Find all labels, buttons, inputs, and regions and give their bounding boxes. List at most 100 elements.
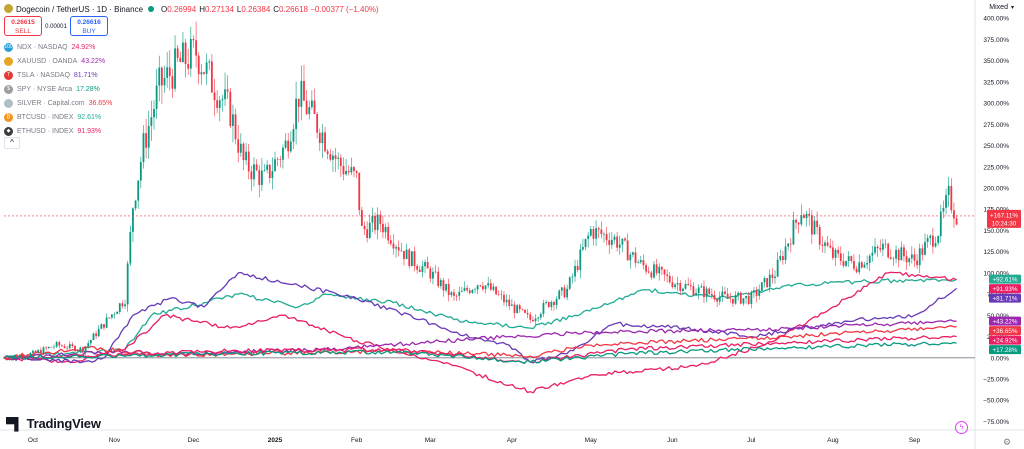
tradingview-logo[interactable]: ▀▌ TradingView — [6, 416, 101, 431]
x-tick-label: Aug — [827, 437, 839, 444]
candle-body — [266, 164, 269, 170]
legend-row[interactable]: XAUUSD · OANDA 43.22% — [4, 54, 112, 68]
candle — [863, 261, 866, 269]
candle — [945, 188, 947, 215]
candle — [468, 287, 471, 295]
candle-body — [532, 319, 534, 322]
candle — [610, 231, 613, 250]
candle-body — [284, 140, 287, 148]
candle-body — [100, 324, 103, 329]
flash-icon[interactable]: ϟ — [955, 421, 968, 434]
candle-body — [732, 298, 734, 304]
candle — [210, 53, 213, 94]
candle-body — [163, 77, 166, 86]
candle-body — [250, 171, 253, 180]
candle — [663, 269, 666, 282]
candle-body — [668, 275, 671, 283]
y-tick-label: 350.00% — [983, 58, 1009, 65]
candle-body — [129, 231, 132, 264]
candle — [674, 283, 676, 290]
candle-body — [887, 243, 890, 258]
candle-body — [292, 129, 295, 142]
candle-body — [553, 302, 555, 306]
candle — [74, 345, 76, 353]
x-tick-label: Apr — [507, 437, 518, 444]
candle — [658, 263, 661, 281]
candle-body — [666, 274, 669, 276]
candle-body — [374, 215, 376, 231]
candle — [363, 221, 366, 235]
candle — [432, 267, 434, 285]
y-tick-label: 100.00% — [983, 270, 1009, 277]
candle-body — [174, 48, 176, 89]
candle-body — [182, 42, 184, 62]
candle-body — [866, 262, 869, 265]
series-value-badge-text: +92.61% — [992, 277, 1017, 284]
series-value-badge-text: +81.71% — [992, 296, 1017, 303]
scale-mode-dropdown[interactable]: Mixed ▾ — [989, 4, 1014, 11]
candle-body — [166, 67, 169, 78]
legend-row[interactable]: $ SPY · NYSE Arca 17.28% — [4, 82, 112, 96]
candle — [374, 212, 376, 235]
candle-body — [505, 299, 508, 303]
candle — [866, 255, 869, 270]
candle-body — [353, 167, 355, 171]
symbol-title[interactable]: Dogecoin / TetherUS · 1D · Binance — [16, 5, 144, 14]
sell-price: 0.26615 — [11, 19, 35, 26]
legend-row[interactable]: SILVER · Capital.com 36.65% — [4, 96, 112, 110]
candle — [655, 258, 658, 276]
candle-body — [400, 250, 403, 252]
candle — [255, 159, 258, 172]
candle — [174, 35, 176, 92]
candle-body — [892, 258, 895, 260]
candle — [532, 316, 534, 322]
candle-body — [482, 285, 484, 290]
buy-button[interactable]: 0.26616 BUY — [70, 16, 108, 36]
candle — [789, 237, 792, 253]
candle — [953, 202, 955, 228]
series-value-badge-text: +36.65% — [992, 328, 1017, 335]
candle-body — [410, 251, 413, 267]
candle — [792, 211, 795, 246]
candle-body — [466, 287, 469, 291]
sell-button[interactable]: 0.26615 SELL — [4, 16, 42, 36]
candle-body — [118, 303, 121, 312]
candle — [121, 300, 124, 309]
collapse-legend-button[interactable]: ^ — [4, 137, 20, 149]
candle — [616, 231, 619, 252]
candle — [497, 290, 500, 296]
legend-label: SPY · NYSE Arca — [17, 85, 73, 93]
candle-body — [418, 269, 421, 272]
legend-row[interactable]: T TSLA · NASDAQ 81.71% — [4, 68, 112, 82]
close-label: C — [273, 5, 280, 14]
candle — [855, 265, 858, 274]
candle-body — [810, 215, 813, 235]
candle-body — [10, 357, 13, 360]
candle-body — [897, 249, 900, 261]
candle — [250, 165, 253, 191]
candle — [350, 157, 353, 176]
legend-row[interactable]: 100 NDX · NASDAQ 24.92% — [4, 40, 112, 54]
candle-body — [787, 243, 790, 247]
candle-body — [771, 274, 774, 278]
candle-body — [576, 265, 579, 271]
legend-row[interactable]: ₿ BTCUSD · INDEX 92.61% — [4, 110, 112, 124]
candle-body — [739, 292, 742, 304]
series-value-badge: +43.22% — [989, 316, 1021, 326]
y-tick-label: 400.00% — [983, 16, 1009, 23]
candle — [179, 51, 182, 63]
dogecoin-icon — [4, 4, 13, 13]
candle-body — [313, 100, 316, 115]
legend-row[interactable]: ◆ ETHUSD · INDEX 91.93% — [4, 124, 112, 138]
candle — [53, 344, 55, 350]
candle — [513, 301, 516, 319]
last-price-badge-text: +167.11% — [990, 212, 1018, 219]
candle-body — [903, 247, 905, 257]
candle-body — [492, 286, 495, 290]
x-tick-label: Feb — [351, 437, 363, 444]
settings-gear-icon[interactable]: ⚙ — [1003, 437, 1012, 447]
candle-body — [303, 80, 305, 101]
candle-body — [953, 210, 955, 219]
candle-body — [421, 266, 424, 272]
